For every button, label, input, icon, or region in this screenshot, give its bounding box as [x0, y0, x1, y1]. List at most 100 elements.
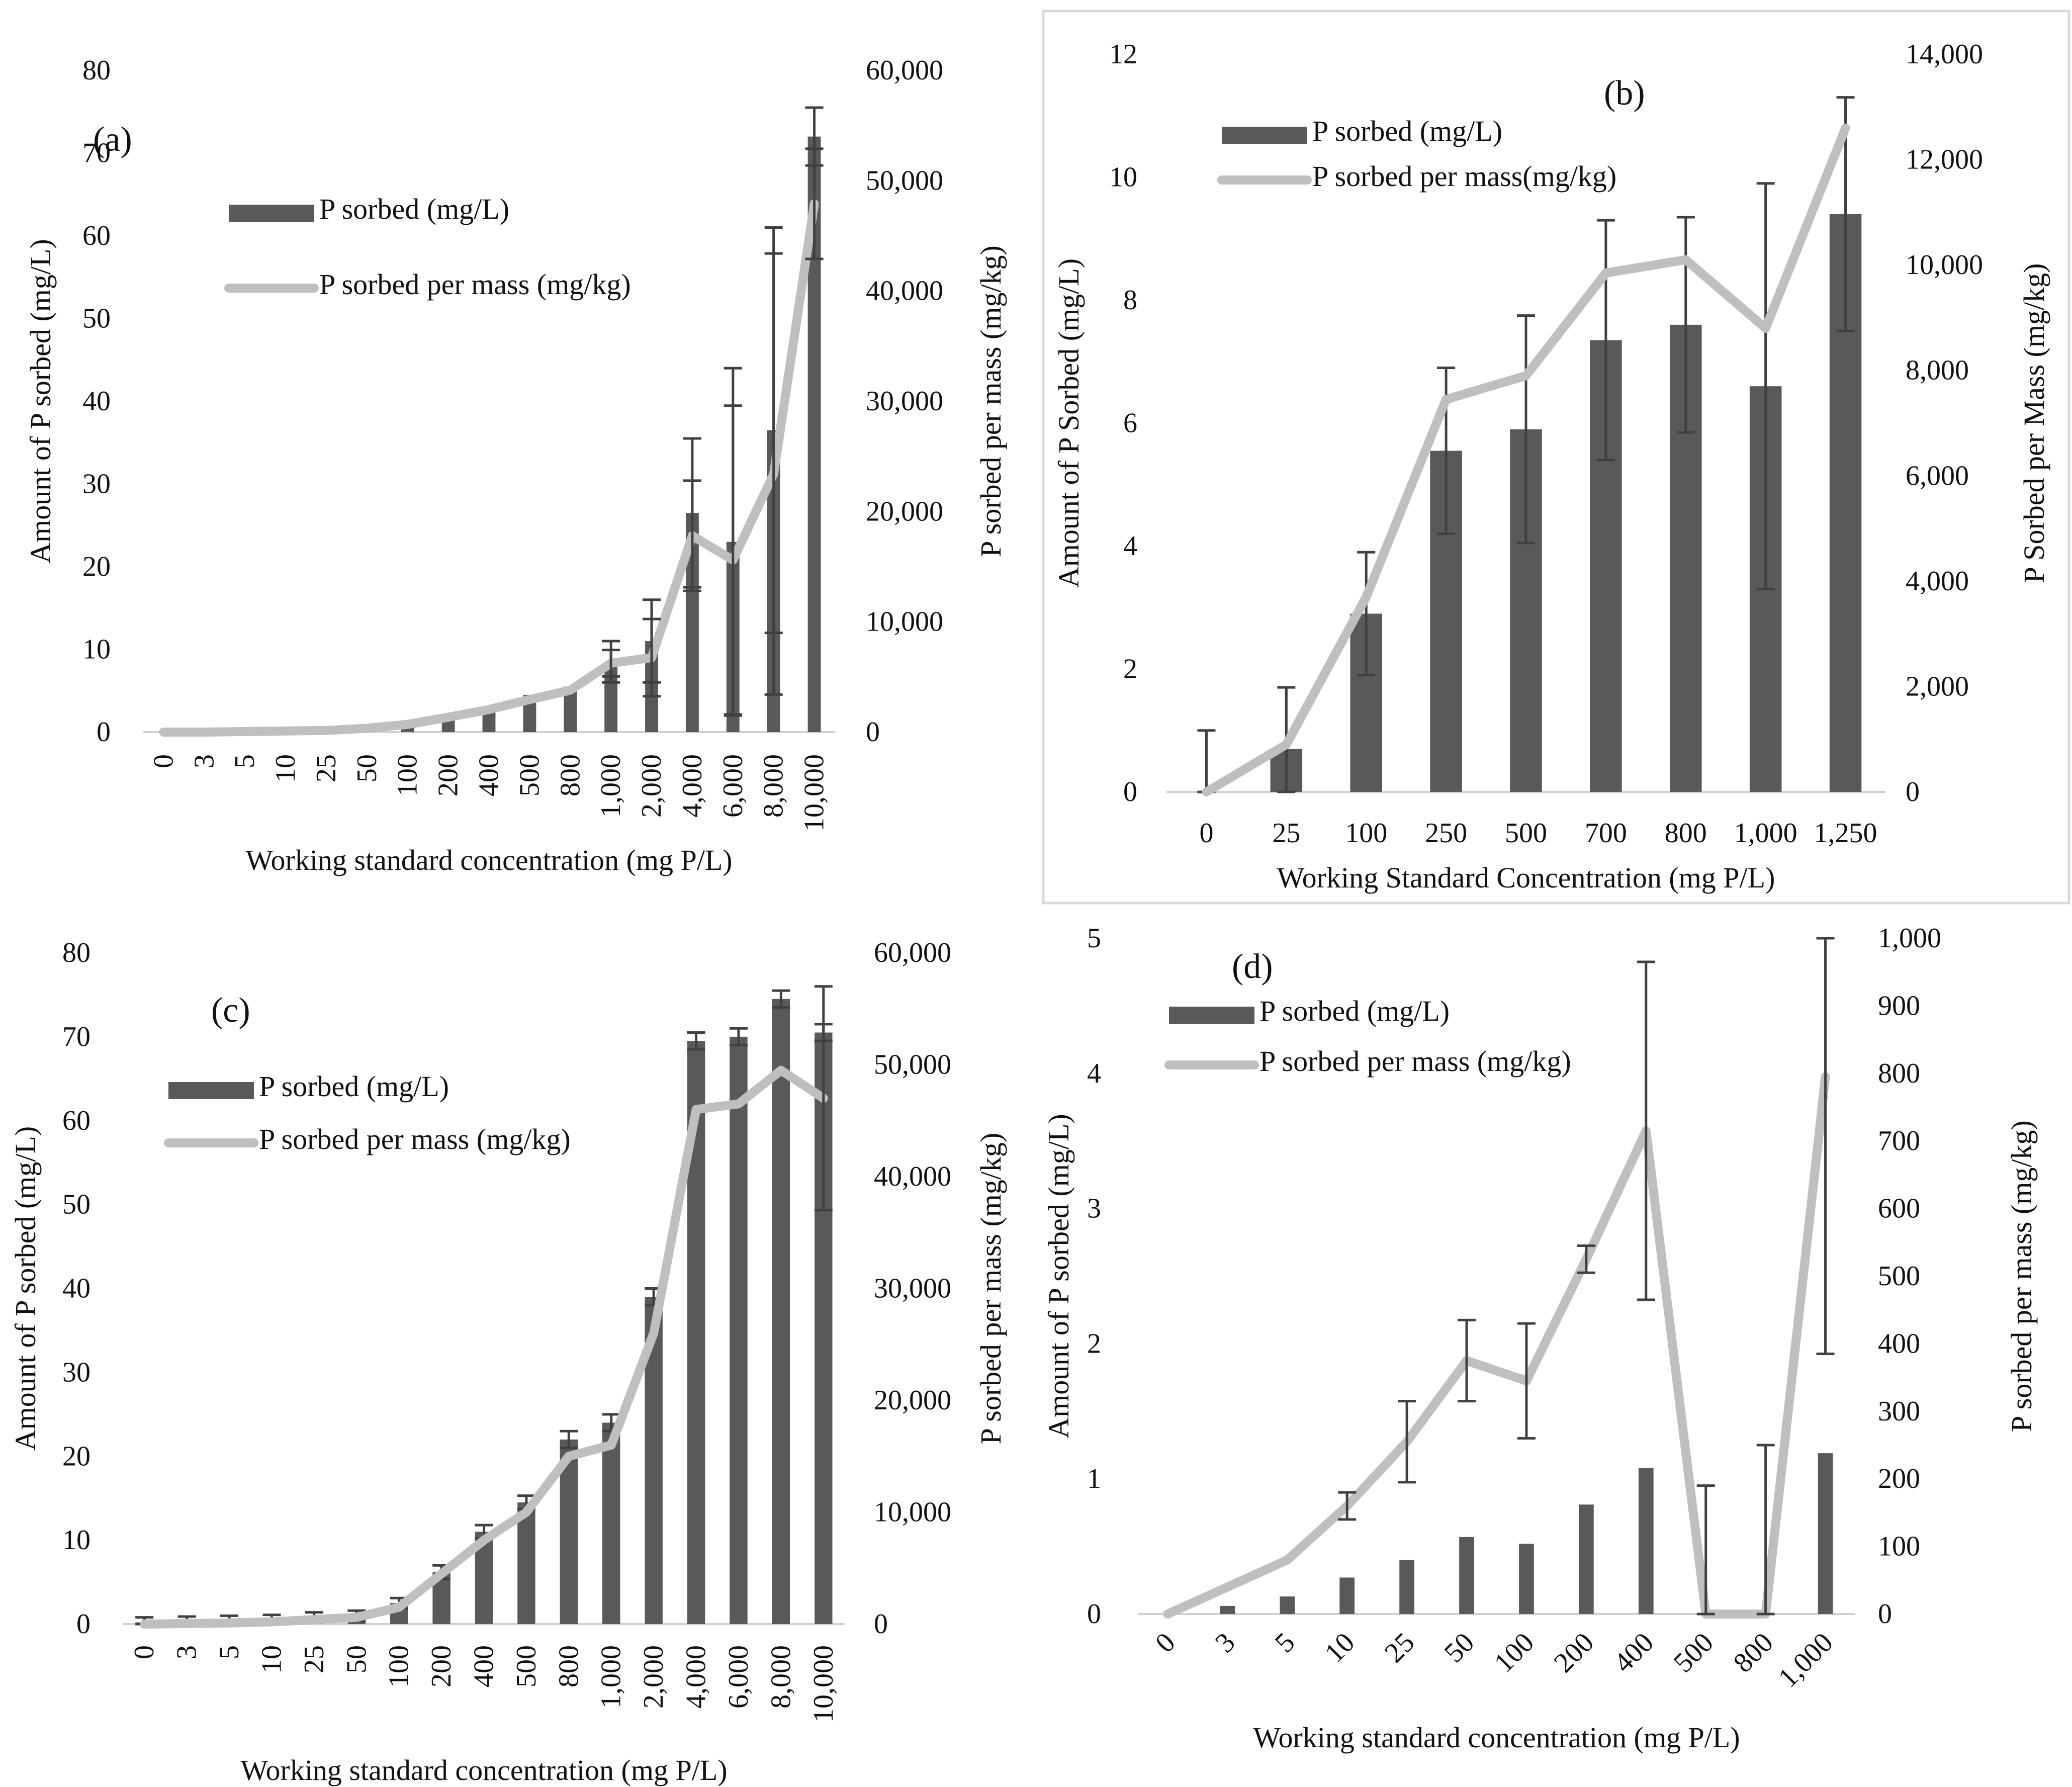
line-series [1163, 1072, 1830, 1619]
line-point [366, 727, 368, 730]
left-y-axis-title: Amount of P sorbed (mg/L) [24, 239, 57, 563]
line-point [488, 708, 490, 711]
left-y-tick-label: 20 [62, 1441, 91, 1472]
left-y-tick-label: 0 [97, 717, 111, 748]
line-point [313, 1619, 315, 1621]
line-point [143, 1623, 146, 1625]
legend-bar-swatch [229, 205, 314, 222]
bar [1579, 1504, 1594, 1614]
line-point [737, 1103, 740, 1105]
x-tick-label: 1,000 [596, 1645, 627, 1709]
left-y-tick-label: 50 [62, 1189, 91, 1220]
right-y-axis-title: P sorbed per mass (mg/kg) [974, 245, 1007, 557]
right-y-tick-label: 20,000 [866, 496, 943, 527]
legend-bar-swatch [1222, 127, 1307, 144]
right-y-tick-label: 800 [1878, 1058, 1920, 1089]
x-tick-label: 50 [1438, 1627, 1480, 1668]
x-tick-label: 1,000 [1734, 818, 1797, 849]
x-tick-label: 800 [555, 754, 586, 796]
x-tick-label: 500 [1668, 1627, 1720, 1678]
right-y-tick-label: 20,000 [874, 1385, 951, 1416]
x-tick-label: 2,000 [638, 1645, 669, 1709]
line-point [440, 1572, 443, 1575]
line-point [569, 689, 572, 691]
line-point [653, 1332, 655, 1334]
line-point [1445, 398, 1448, 401]
x-tick-label: 0 [129, 1645, 160, 1659]
panel-label: (d) [1232, 947, 1273, 986]
right-y-tick-label: 100 [1878, 1531, 1920, 1562]
x-tick-label: 2,000 [636, 754, 667, 818]
right-y-tick-label: 30,000 [866, 386, 943, 417]
left-y-tick-label: 70 [62, 1021, 91, 1052]
right-y-tick-label: 0 [866, 717, 880, 748]
bar [772, 999, 790, 1624]
left-y-tick-label: 80 [62, 937, 91, 968]
x-tick-label: 250 [1425, 818, 1467, 849]
right-y-tick-label: 900 [1878, 990, 1920, 1021]
right-y-tick-label: 60,000 [874, 937, 951, 968]
right-y-tick-label: 12,000 [1906, 144, 1983, 175]
bar [1519, 1544, 1534, 1614]
x-tick-label: 25 [1379, 1627, 1420, 1668]
line-point [1684, 258, 1687, 261]
right-y-tick-label: 2,000 [1906, 671, 1969, 702]
x-tick-label: 3 [1209, 1627, 1241, 1659]
panel-c: 01020304050607080010,00020,00030,00040,0… [9, 937, 1007, 1786]
x-tick-label: 1,000 [595, 754, 626, 818]
x-tick-label: 8,000 [758, 754, 789, 818]
bar [1638, 1468, 1654, 1614]
legend-bar-label: P sorbed (mg/L) [1312, 115, 1502, 147]
bar [1459, 1537, 1474, 1614]
line-point [1166, 1613, 1169, 1615]
right-y-tick-label: 600 [1878, 1193, 1920, 1224]
right-y-tick-label: 10,000 [1906, 249, 1983, 281]
panel-b: 0 2 4 6 8 10 12 0 2,000 4,000 6,000 8,000 10,000 12,0… [1052, 39, 2050, 894]
x-tick-label: 1,250 [1814, 818, 1877, 849]
right-y-tick-label: 8,000 [1906, 355, 1969, 386]
left-y-tick-label: 10 [82, 634, 111, 665]
left-y-tick-label: 2 [1123, 654, 1137, 685]
line-point [162, 731, 165, 733]
x-tick-label: 100 [384, 1645, 415, 1687]
left-y-tick-label: 60 [82, 220, 111, 251]
x-tick-label: 0 [148, 754, 179, 768]
bar [730, 1036, 748, 1624]
x-tick-label: 500 [514, 754, 545, 796]
left-y-tick-label: 12 [1109, 39, 1137, 70]
left-y-tick-label: 10 [1109, 162, 1137, 193]
x-axis-title: Working standard concentration (mg P/L) [240, 1754, 727, 1786]
legend-bar-swatch [168, 1082, 254, 1099]
right-y-axis-title: P Sorbed per Mass (mg/kg) [2018, 263, 2050, 583]
x-tick-label: 800 [1728, 1627, 1779, 1678]
left-y-tick-label: 4 [1123, 530, 1137, 562]
right-y-tick-label: 0 [1906, 776, 1920, 808]
left-y-tick-label: 6 [1123, 408, 1137, 439]
left-y-tick-label: 60 [62, 1105, 91, 1136]
x-tick-label: 6,000 [717, 754, 749, 818]
x-tick-label: 4,000 [677, 754, 708, 818]
x-tick-label: 10,000 [799, 754, 830, 832]
x-tick-label: 400 [469, 1645, 500, 1687]
line-point [528, 698, 531, 701]
x-tick-label: 800 [553, 1645, 584, 1687]
x-tick-label: 5 [1269, 1627, 1301, 1659]
line-point [186, 1622, 188, 1625]
panel-d: 01234501002003004005006007008009001,0000… [1042, 923, 2038, 1754]
x-axis-title: Working standard concentration (mg P/L) [1253, 1721, 1740, 1754]
x-tick-label: 4,000 [681, 1645, 712, 1709]
x-tick-label: 50 [341, 1645, 372, 1673]
bar [1818, 1453, 1833, 1614]
left-y-tick-label: 3 [1087, 1193, 1101, 1224]
x-tick-label: 100 [392, 754, 423, 796]
left-y-tick-label: 50 [82, 303, 111, 334]
x-tick-label: 50 [351, 754, 383, 782]
right-y-tick-label: 30,000 [874, 1273, 951, 1304]
x-tick-label: 1,000 [1772, 1627, 1839, 1693]
line-point [228, 1622, 231, 1624]
x-tick-label: 500 [1505, 818, 1547, 849]
left-y-tick-label: 70 [82, 138, 111, 169]
right-y-tick-label: 6,000 [1906, 460, 1969, 491]
line-point [525, 1511, 527, 1513]
left-y-tick-label: 0 [1087, 1598, 1101, 1630]
